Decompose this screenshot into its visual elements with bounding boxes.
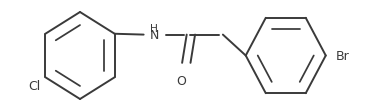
Text: O: O [176,74,186,87]
Text: Br: Br [336,50,350,62]
Text: Cl: Cl [28,79,40,92]
Text: N: N [150,29,159,42]
Text: H: H [150,24,158,33]
